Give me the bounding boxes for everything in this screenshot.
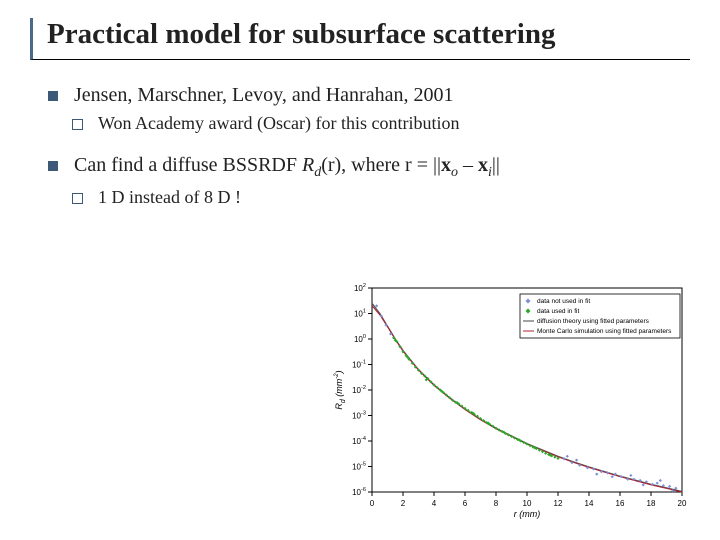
text-end: || [492,154,500,176]
svg-text:10-5: 10-5 [352,462,366,472]
title-block: Practical model for subsurface scatterin… [30,18,690,60]
bullet-bssrdf: Can find a diffuse BSSRDF Rd(r), where r… [48,154,690,181]
text-sub-o: o [451,165,458,180]
text-xo-x: x [441,154,451,176]
svg-text:101: 101 [354,309,366,319]
svg-text:Monte Carlo simulation using f: Monte Carlo simulation using fitted para… [537,328,672,335]
svg-text:20: 20 [678,499,687,508]
svg-text:diffusion theory using fitted: diffusion theory using fitted parameters [537,318,650,325]
svg-text:10-1: 10-1 [352,360,366,370]
svg-text:data used in fit: data used in fit [537,308,579,315]
slide-title: Practical model for subsurface scatterin… [47,18,690,51]
svg-text:18: 18 [647,499,656,508]
svg-text:10-3: 10-3 [352,411,366,421]
svg-text:0: 0 [370,499,375,508]
svg-text:10-4: 10-4 [352,436,366,446]
text-pre: Can find a diffuse BSSRDF [74,154,302,176]
svg-text:102: 102 [354,283,366,293]
svg-text:6: 6 [463,499,468,508]
svg-text:12: 12 [554,499,563,508]
chart-rd: 0 2 4 6 8 10 12 14 16 18 20 r (mm) 10-6 10-5 10-4 10-3 1… [330,280,690,520]
svg-text:10: 10 [523,499,532,508]
svg-text:2: 2 [401,499,406,508]
svg-text:Rd (mm-2): Rd (mm-2) [334,370,347,409]
slide: Practical model for subsurface scatterin… [0,0,720,540]
subbullet-1d: 1 D instead of 8 D ! [72,187,690,208]
svg-text:16: 16 [616,499,625,508]
subbullet-oscar: Won Academy award (Oscar) for this contr… [72,113,690,134]
svg-text:8: 8 [494,499,499,508]
svg-text:100: 100 [354,334,366,344]
svg-text:10-6: 10-6 [352,487,366,497]
bullet-list: Jensen, Marschner, Levoy, and Hanrahan, … [30,84,690,208]
text-xi-x: x [478,154,488,176]
svg-text:r (mm): r (mm) [514,509,541,519]
bullet-jensen: Jensen, Marschner, Levoy, and Hanrahan, … [48,84,690,107]
chart-svg: 0 2 4 6 8 10 12 14 16 18 20 r (mm) 10-6 10-5 10-4 10-3 1… [330,280,690,520]
svg-text:data not used in fit: data not used in fit [537,298,590,305]
text-mid: (r), where r = || [321,154,441,176]
text-sep: – [458,154,478,176]
svg-text:10-2: 10-2 [352,385,366,395]
svg-text:14: 14 [585,499,594,508]
text-R: R [302,154,314,176]
svg-text:4: 4 [432,499,437,508]
